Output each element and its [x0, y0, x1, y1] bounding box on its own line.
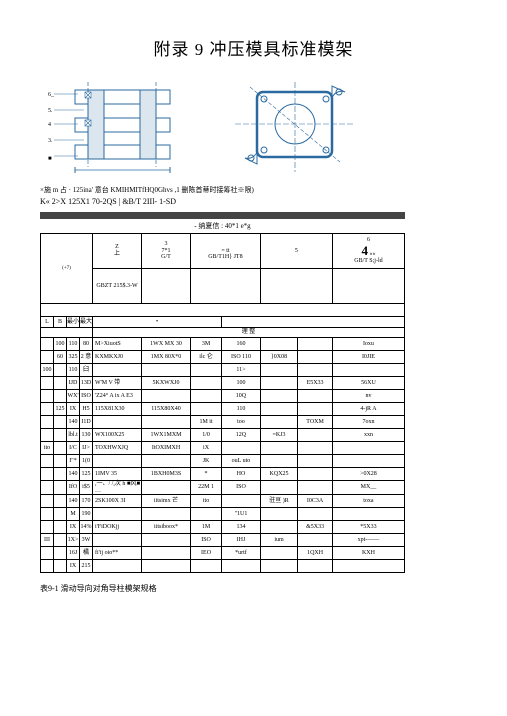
table-row: IfOi$5 ,一、/ /,次 h ■风■ …22M 1ISOMX__	[41, 481, 405, 495]
k-line: K« 2>X 125X1 70-2QS | &B/T 2IIl- 1-SD	[40, 197, 467, 206]
table-row: 100110臼 11>	[41, 364, 405, 377]
sh-e: •	[93, 317, 222, 328]
table-row: IJD13D W'M V 带5KXWXJ0100E5X3356XU	[41, 377, 405, 390]
table-row: I"*1(0 JKouL uto	[41, 455, 405, 468]
svg-text:4: 4	[48, 122, 51, 128]
sh-b: B	[54, 317, 67, 328]
table-row: IX14% i'FiDOKjjiitsiboox*1M134&5X33*5X33	[41, 521, 405, 534]
h2t: 上	[114, 251, 120, 257]
table-row: itoI/CIJ> TOXHWXJQItOXIMXHiX	[41, 442, 405, 455]
sh-c: 最小	[67, 317, 80, 328]
bottom-caption: 表9-1 滑动导向对角导柱模架规格	[40, 583, 467, 594]
svg-text:6_: 6_	[48, 92, 55, 98]
h4b: GB/T1H} JT8	[208, 254, 242, 260]
table-row: 140170 2SK100X 3Iiitsimx 芒ito驻亘 )RI0C3At…	[41, 495, 405, 508]
svg-text:■: ■	[48, 156, 52, 162]
spec-table: (+7) Z上 37*1G/T = ttGB/T1H} JT8 5 6 4 ««…	[40, 233, 405, 573]
table-row: 603252 意KXMKXJ01MX 80X*0ilc 仑ISO 110}0X0…	[41, 351, 405, 364]
svg-text:5.: 5.	[48, 108, 53, 114]
plate-figure	[235, 82, 355, 177]
table-row: III1X>3W ISOIHJiumxpt-——	[41, 534, 405, 547]
sh-d: 最大	[80, 317, 93, 328]
table-row: 16J橘 fi'ij oio**IEO*urtf1QXHKXH	[41, 547, 405, 560]
table-row: 140I1D 1M ittooTOXM7oxn	[41, 416, 405, 429]
sh-a: L	[41, 317, 54, 328]
mid-caption: - 纳夏信 : 40*1 e*g	[40, 221, 405, 231]
h-5: 5	[295, 248, 298, 254]
h5n: 4	[361, 243, 368, 258]
h-3: 3	[165, 241, 168, 247]
h-z: Z	[115, 244, 119, 250]
sh-m: 理 整	[93, 328, 405, 338]
h3t: 7*1	[162, 248, 171, 254]
table-row: WX'ISO 'Z24° A ix A E310Qnv	[41, 390, 405, 403]
table-row: M190 "1U1	[41, 508, 405, 521]
h5b: GB/T S;j-ld	[354, 258, 382, 264]
table-row: IX215	[41, 560, 405, 573]
h3b: G/T	[161, 254, 171, 260]
fig-caption: ×施 m 占 · 125ina' 意台 KMIHMITfHQ0Ghvs ,1 删…	[40, 185, 467, 195]
h-c1: (+7)	[41, 234, 93, 304]
doc-title: 附录 9 冲压模具标准模架	[40, 35, 467, 60]
h5s: ««	[369, 251, 375, 257]
svg-text:3.: 3.	[48, 138, 53, 144]
assembly-figure: 6_ 5. 4 3. ■	[40, 82, 210, 177]
table-row: 140125 1IMV 351BXH0M3S*HOKQX25>0X28	[41, 468, 405, 481]
h2b: GBZT 215$.3-W	[93, 269, 142, 304]
table-row: lbl.t130 WX100X251WX1MXM1/012Q=KJ3xxn	[41, 429, 405, 442]
table-row: 10011080 M>XiuotS1WX MX 303M160Ioxu	[41, 338, 405, 351]
dark-bar	[40, 212, 405, 219]
figure-row: 6_ 5. 4 3. ■	[40, 82, 467, 177]
h4t: = tt	[221, 248, 229, 254]
table-row: 125IXH5 115X81X30115X80X401104-jR A	[41, 403, 405, 416]
